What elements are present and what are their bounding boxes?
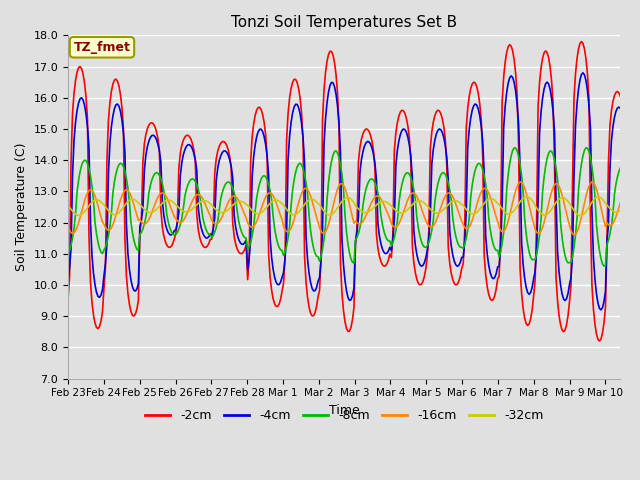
Y-axis label: Soil Temperature (C): Soil Temperature (C)	[15, 143, 28, 271]
-4cm	[285, 133, 293, 139]
-8cm	[467, 194, 474, 200]
-32cm	[467, 211, 474, 216]
-16cm	[64, 224, 72, 229]
X-axis label: Time: Time	[329, 404, 360, 417]
-32cm	[518, 197, 525, 203]
-4cm	[597, 307, 605, 313]
-4cm	[280, 269, 287, 275]
-8cm	[545, 151, 552, 156]
-16cm	[570, 232, 578, 238]
-32cm	[285, 210, 293, 216]
-8cm	[518, 173, 525, 179]
-4cm	[64, 279, 72, 285]
-4cm	[467, 115, 474, 121]
Legend: -2cm, -4cm, -8cm, -16cm, -32cm: -2cm, -4cm, -8cm, -16cm, -32cm	[140, 404, 548, 427]
-32cm	[522, 194, 530, 200]
-2cm	[578, 39, 586, 45]
-16cm	[588, 179, 596, 185]
-4cm	[160, 213, 168, 218]
-32cm	[616, 207, 624, 213]
-16cm	[518, 180, 525, 185]
Text: TZ_fmet: TZ_fmet	[74, 41, 131, 54]
-4cm	[518, 240, 525, 246]
Line: -2cm: -2cm	[68, 42, 620, 341]
-2cm	[467, 86, 474, 92]
-16cm	[616, 200, 624, 205]
-32cm	[546, 208, 554, 214]
-2cm	[64, 296, 72, 302]
Line: -32cm: -32cm	[68, 197, 620, 216]
-16cm	[545, 201, 552, 206]
-16cm	[160, 191, 168, 196]
-16cm	[280, 224, 287, 229]
-2cm	[518, 291, 525, 297]
-2cm	[545, 55, 552, 60]
-16cm	[285, 228, 293, 234]
-2cm	[280, 280, 287, 286]
-8cm	[285, 224, 293, 229]
-8cm	[600, 263, 608, 269]
Line: -16cm: -16cm	[68, 182, 620, 235]
-2cm	[285, 95, 293, 101]
Line: -8cm: -8cm	[68, 148, 620, 266]
-8cm	[280, 252, 287, 258]
-2cm	[616, 94, 624, 99]
Line: -4cm: -4cm	[68, 73, 620, 310]
-16cm	[467, 221, 474, 227]
-32cm	[280, 203, 287, 208]
-8cm	[616, 165, 624, 171]
-4cm	[579, 70, 587, 76]
-2cm	[596, 338, 604, 344]
-4cm	[616, 106, 624, 111]
-32cm	[576, 213, 584, 218]
-4cm	[545, 81, 552, 87]
-32cm	[64, 202, 72, 208]
-8cm	[582, 145, 590, 151]
Title: Tonzi Soil Temperatures Set B: Tonzi Soil Temperatures Set B	[231, 15, 458, 30]
-8cm	[64, 250, 72, 256]
-2cm	[160, 233, 168, 239]
-8cm	[160, 188, 168, 194]
-32cm	[160, 199, 168, 205]
